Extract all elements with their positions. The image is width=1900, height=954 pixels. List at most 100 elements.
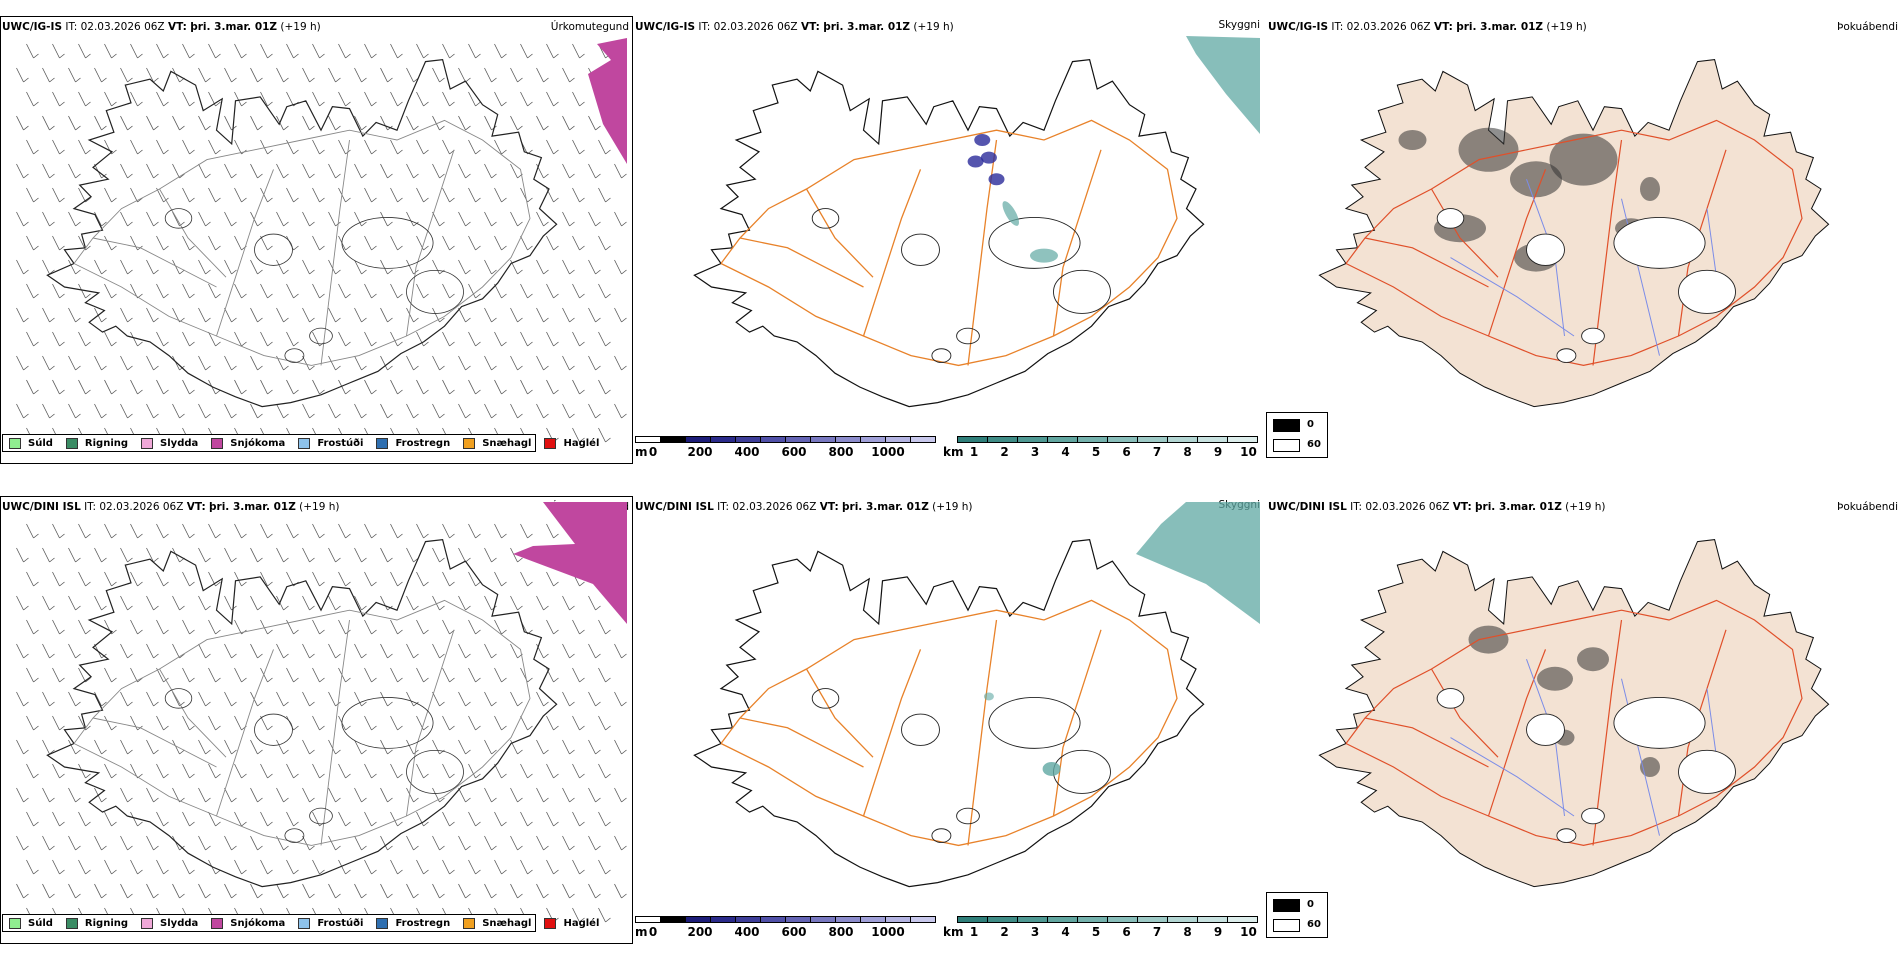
colorbar-tick: 9	[1213, 925, 1223, 939]
legend-item: Haglél	[544, 917, 599, 929]
legend-item: Frostregn	[376, 437, 451, 449]
legend-item: Snjókoma	[211, 437, 285, 449]
legend-label: Frostúði	[317, 917, 364, 929]
legend-item: Snjókoma	[211, 917, 285, 929]
panel-title: UWC/IG-IS IT: 02.03.2026 06Z VT: þri. 3.…	[1268, 21, 1587, 33]
precip-type-legend: Súld Rigning Slydda Snjókoma Frostúði Frostre…	[2, 434, 599, 452]
legend-swatch	[211, 917, 224, 929]
legend-swatch	[298, 917, 311, 929]
legend-swatch	[65, 917, 78, 929]
legend-label: 0	[1307, 419, 1314, 430]
panel-title: UWC/IG-IS IT: 02.03.2026 06Z VT: þri. 3.…	[2, 21, 321, 33]
colorbar-tick: 800	[828, 925, 854, 939]
legend-item: Frostregn	[376, 917, 451, 929]
legend-label: 60	[1307, 439, 1321, 450]
colorbar-tick: 400	[734, 925, 760, 939]
legend-label: 60	[1307, 919, 1321, 930]
legend-swatch	[65, 437, 78, 449]
colorbar-segment	[810, 916, 836, 923]
colorbar-segment	[835, 916, 861, 923]
colorbar-tick: 2	[1000, 925, 1009, 939]
colorbar-segment	[987, 916, 1018, 923]
iceland-map	[16, 38, 627, 443]
colorbar-segment	[1017, 916, 1048, 923]
legend-swatch	[211, 437, 224, 449]
colorbar-segment	[987, 436, 1018, 443]
legend-swatch	[544, 437, 557, 449]
colorbar-segment	[1077, 916, 1108, 923]
legend-label: Frostregn	[395, 437, 451, 449]
colorbar-segment	[885, 916, 911, 923]
legend-label: Slydda	[160, 917, 199, 929]
legend-swatch	[376, 437, 389, 449]
colorbar-tick: 5	[1091, 925, 1101, 939]
colorbar-segment	[1227, 916, 1258, 923]
low-visibility-area	[1186, 36, 1260, 134]
colorbar-tick: 0	[648, 445, 658, 459]
vt-label: VT:	[167, 21, 187, 33]
lead-time: (+19 h)	[913, 21, 954, 33]
colorbar-segment	[1047, 916, 1078, 923]
vt-label: VT:	[1452, 501, 1472, 513]
model-name: UWC/DINI ISL	[1268, 501, 1347, 513]
vt-value: þri. 3.mar. 01Z	[1456, 21, 1544, 33]
legend-label: Snæhagl	[482, 437, 532, 449]
coastline	[693, 58, 1205, 408]
colorbar-tick: 7	[1152, 445, 1162, 459]
colorbar-segment	[735, 916, 761, 923]
colorbar-segment	[810, 436, 836, 443]
colorbar-tick: 3	[1030, 925, 1040, 939]
legend-swatch	[1273, 899, 1300, 912]
vt-label: VT:	[1433, 21, 1453, 33]
legend-swatch	[141, 437, 154, 449]
colorbar-segment	[710, 436, 736, 443]
coastline	[693, 538, 1205, 888]
panel-field-name: Skyggni	[1218, 19, 1261, 31]
map-panel-precip_type-2: UWC/DINI ISL IT: 02.03.2026 06Z VT: þri.…	[0, 494, 633, 954]
legend-swatch	[544, 917, 557, 929]
colorbar-tick: 200	[687, 445, 713, 459]
it-value: 02.03.2026 06Z	[732, 501, 817, 513]
colorbar-segment	[735, 436, 761, 443]
colorbar-segment	[1167, 916, 1198, 923]
lead-time: (+19 h)	[1565, 501, 1606, 513]
colorbar-tick: 8	[1183, 925, 1192, 939]
colorbar-tick: 0	[648, 925, 658, 939]
colorbar-segment	[1227, 436, 1258, 443]
panel-field-name: Þokuábendi	[1837, 21, 1898, 33]
legend-swatch	[463, 437, 476, 449]
colorbar-segment	[860, 916, 886, 923]
it-label: IT:	[84, 501, 97, 513]
legend-label: Slydda	[160, 437, 199, 449]
colorbar-tick: 6	[1122, 925, 1131, 939]
legend-item: Frostúði	[298, 917, 364, 929]
colorbar-segment	[957, 916, 988, 923]
it-value: 02.03.2026 06Z	[1346, 21, 1431, 33]
panel-title: UWC/DINI ISL IT: 02.03.2026 06Z VT: þri.…	[635, 501, 973, 513]
colorbar-segment	[1017, 436, 1048, 443]
colorbar-tick: 400	[734, 445, 760, 459]
it-label: IT:	[65, 21, 78, 33]
legend-swatch	[9, 917, 21, 929]
it-value: 02.03.2026 06Z	[713, 21, 798, 33]
legend-label: 0	[1307, 899, 1314, 910]
legend-swatch	[1273, 919, 1300, 932]
snow-area	[588, 38, 627, 164]
it-label: IT:	[1350, 501, 1363, 513]
colorbar-segment	[760, 916, 786, 923]
legend-swatch	[298, 437, 311, 449]
colorbar-segment	[860, 436, 886, 443]
legend-label: Frostregn	[395, 917, 451, 929]
map-frame	[0, 16, 633, 464]
colorbar-tick: 1000	[871, 445, 905, 459]
legend-swatch	[141, 917, 154, 929]
vt-label: VT:	[800, 21, 820, 33]
colorbar-segment	[635, 436, 661, 443]
fog-index-legend: 0 60	[1266, 892, 1328, 938]
colorbar-segment	[685, 916, 711, 923]
legend-swatch	[1273, 419, 1300, 432]
legend-item: Slydda	[141, 437, 199, 449]
fog-index-legend: 0 60	[1266, 412, 1328, 458]
colorbar-tick: 4	[1061, 925, 1070, 939]
model-name: UWC/IG-IS	[1268, 21, 1329, 33]
